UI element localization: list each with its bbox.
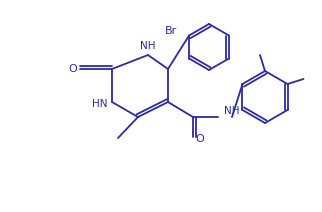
Text: O: O <box>196 134 204 144</box>
Text: NH: NH <box>224 106 240 116</box>
Text: O: O <box>69 64 77 74</box>
Text: Br: Br <box>165 25 177 35</box>
Text: HN: HN <box>92 99 108 109</box>
Text: NH: NH <box>140 41 156 51</box>
